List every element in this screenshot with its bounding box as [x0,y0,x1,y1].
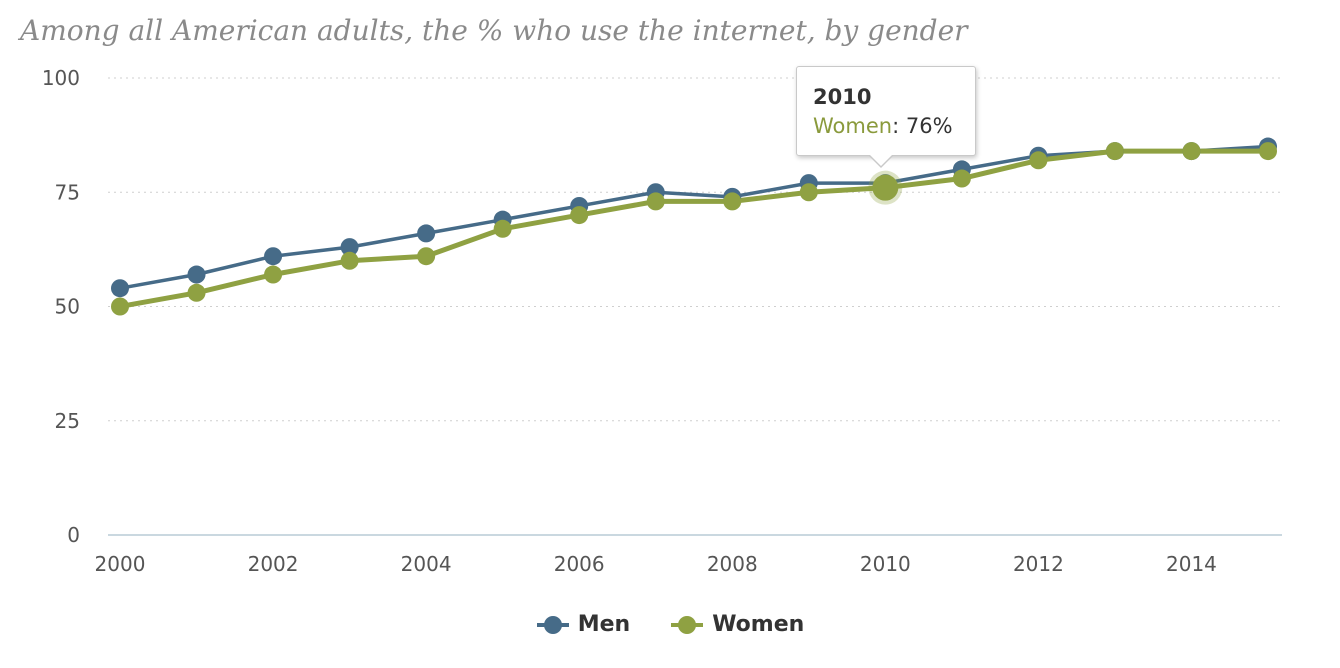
tooltip-year: 2010 [813,85,872,109]
tooltip-series-name: Women [813,114,893,138]
data-point-men[interactable] [264,247,283,266]
legend: Men Women [0,612,1340,637]
data-point-women[interactable] [952,169,971,188]
tooltip-value-line: Women: 76% [813,111,975,141]
data-point-men[interactable] [187,265,206,284]
legend-item-men[interactable]: Men [536,612,630,637]
x-tick-label: 2004 [401,552,452,576]
chart-title: Among all American adults, the % who use… [20,14,968,47]
y-tick-label: 25 [55,409,80,433]
line-chart: 0 25 50 75 100 2000 2002 2004 2006 2008 2010 2012 20… [42,66,1282,576]
legend-label-men: Men [577,612,631,637]
tooltip-separator: : [892,114,900,138]
data-point-women[interactable] [1182,142,1201,161]
data-point-women[interactable] [264,265,283,284]
y-tick-label: 0 [67,523,80,547]
data-point-women[interactable] [1259,142,1277,161]
legend-item-women[interactable]: Women [670,612,804,637]
legend-label-women: Women [712,612,805,637]
data-point-women[interactable] [417,247,436,266]
data-point-women[interactable] [340,251,359,270]
tooltip-value: 76% [905,114,953,138]
y-tick-label: 100 [42,66,80,90]
legend-women-marker-icon [671,615,704,634]
x-tick-label: 2006 [554,552,605,576]
y-tick-label: 75 [55,180,80,204]
data-point-men[interactable] [111,279,129,298]
data-point-women[interactable] [1029,151,1048,170]
series [119,144,1269,309]
x-tick-label: 2000 [95,552,146,576]
series-line-men [119,144,1269,290]
data-point-women[interactable] [646,192,665,211]
data-point-women[interactable] [723,192,742,211]
x-tick-label: 2002 [248,552,299,576]
markers [111,137,1277,316]
data-tooltip: 2010 Women: 76% [796,66,976,168]
data-point-men[interactable] [340,238,359,257]
data-point-women-highlighted[interactable] [872,174,899,201]
x-tick-label: 2008 [707,552,758,576]
data-point-women[interactable] [187,283,206,302]
data-point-women[interactable] [799,183,818,202]
x-tick-label: 2010 [860,552,911,576]
data-point-men[interactable] [417,224,436,243]
x-tick-label: 2012 [1013,552,1064,576]
gridlines [108,77,1282,422]
y-tick-label: 50 [55,295,80,319]
data-point-women[interactable] [493,219,512,238]
data-point-women[interactable] [1105,142,1124,161]
x-tick-label: 2014 [1166,552,1217,576]
series-line-women [119,148,1268,309]
data-point-women[interactable] [111,297,129,316]
legend-men-marker-icon [536,615,569,634]
axes: 0 25 50 75 100 2000 2002 2004 2006 2008 2010 2012 20… [42,66,1282,576]
data-point-women[interactable] [570,206,589,225]
tooltip-arrow-fill [869,154,893,166]
